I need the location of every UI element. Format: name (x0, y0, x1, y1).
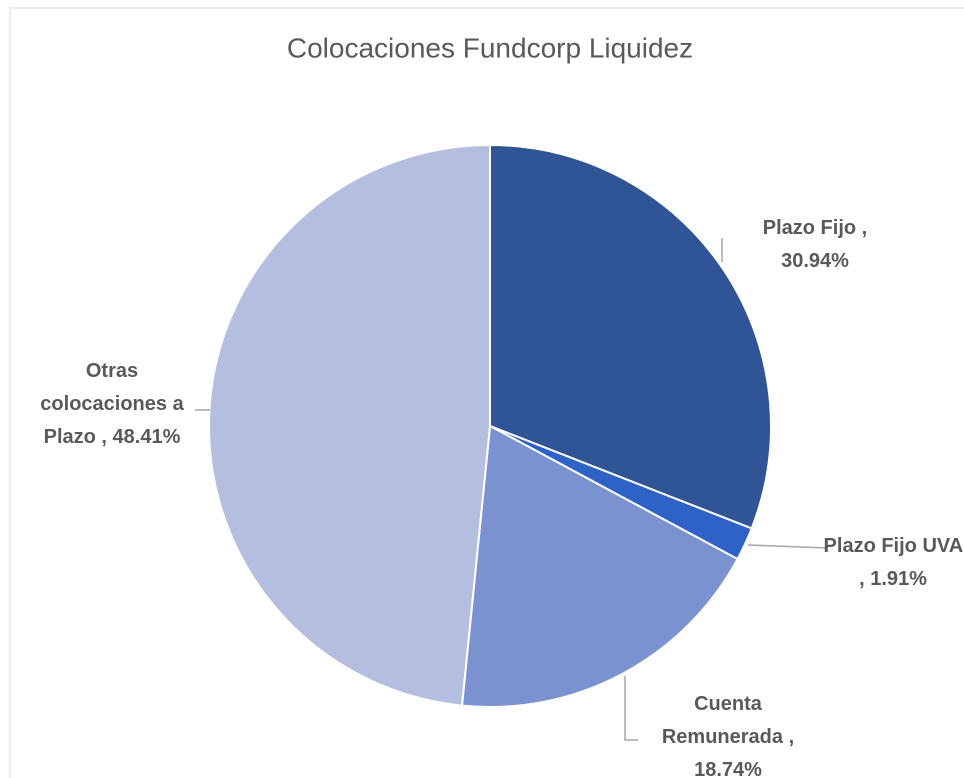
label-name: Plazo Fijo (762, 217, 857, 239)
leader-line (624, 676, 638, 741)
label-value: 1.91% (870, 568, 927, 590)
label-name: Plazo Fijo UVA (823, 535, 963, 557)
data-label: Plazo Fijo UVA , 1.91% (818, 530, 964, 596)
data-label: Plazo Fijo , 30.94% (740, 212, 890, 278)
pie-slice (460, 424, 739, 708)
label-separator: , (861, 217, 868, 239)
chart-title: Colocaciones Fundcorp Liquidez (287, 32, 693, 63)
pie-slice (207, 143, 491, 707)
pie-slice (489, 143, 772, 530)
label-separator: , (788, 726, 795, 748)
leader-line (747, 544, 829, 549)
label-value: 30.94% (781, 250, 849, 272)
label-separator: , (101, 426, 107, 448)
data-label: Cuenta Remunerada , 18.74% (653, 688, 803, 778)
label-name: Otras colocaciones a Plazo (40, 360, 184, 448)
label-value: 18.74% (694, 759, 762, 778)
label-value: 48.41% (112, 426, 181, 448)
pie (207, 143, 772, 708)
label-separator: , (859, 568, 865, 590)
chart-border (9, 7, 964, 778)
leader-lines (195, 238, 829, 741)
data-label: Otras colocaciones a Plazo , 48.41% (37, 355, 187, 454)
label-name: Cuenta Remunerada (661, 693, 784, 748)
